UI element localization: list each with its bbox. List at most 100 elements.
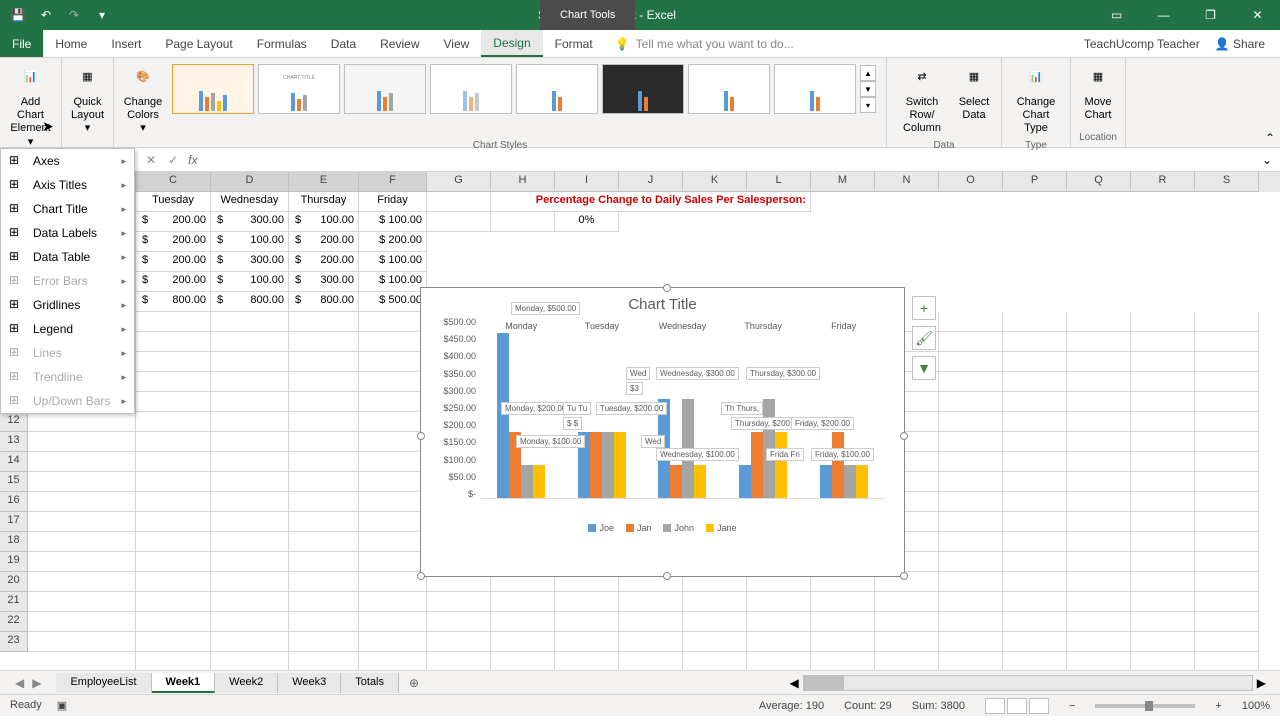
cell[interactable]: 200.00 xyxy=(136,252,211,272)
cell[interactable]: Friday xyxy=(359,192,427,212)
account-name[interactable]: TeachUcomp Teacher xyxy=(1084,37,1200,51)
cell[interactable]: 200.00 xyxy=(136,272,211,292)
menu-legend[interactable]: ⊞Legend▸ xyxy=(1,317,134,341)
switch-row-column-button[interactable]: ⇄ Switch Row/ Column xyxy=(893,60,951,138)
chart-title-text[interactable]: Chart Title xyxy=(421,288,904,317)
sheet-nav-next[interactable]: ▶ xyxy=(32,676,41,690)
bar[interactable] xyxy=(832,432,844,498)
cell[interactable]: 800.00 xyxy=(211,292,289,312)
tab-format[interactable]: Format xyxy=(543,30,605,57)
menu-chart-title[interactable]: ⊞Chart Title▸ xyxy=(1,197,134,221)
cell[interactable]: $ 100.00 xyxy=(359,272,427,292)
save-icon[interactable]: 💾 xyxy=(10,7,26,23)
embedded-chart[interactable]: + 🖌 ▼ Chart Title $500.00$450.00$400.00$… xyxy=(420,287,905,577)
menu-gridlines[interactable]: ⊞Gridlines▸ xyxy=(1,293,134,317)
zoom-in-button[interactable]: + xyxy=(1215,700,1221,712)
bar[interactable] xyxy=(739,465,751,498)
add-chart-element-button[interactable]: 📊 Add Chart Element ▾ xyxy=(6,60,55,151)
scroll-right-button[interactable]: ▶ xyxy=(1253,676,1270,690)
expand-formula-bar-icon[interactable]: ⌄ xyxy=(1254,153,1280,167)
cell[interactable]: Thursday xyxy=(289,192,359,212)
row-header[interactable]: 15 xyxy=(0,472,28,492)
change-colors-button[interactable]: 🎨 Change Colors ▾ xyxy=(120,60,166,138)
chart-handle[interactable] xyxy=(900,572,908,580)
sheet-tab-week1[interactable]: Week1 xyxy=(152,673,216,693)
cell[interactable]: 800.00 xyxy=(136,292,211,312)
worksheet-grid[interactable]: C D E F G H I J K L M N O P Q R S Tuesda… xyxy=(0,172,1280,670)
cancel-formula-icon[interactable]: ✕ xyxy=(140,153,162,167)
bar[interactable] xyxy=(590,432,602,498)
formula-input[interactable] xyxy=(201,148,1253,171)
chart-style-5[interactable] xyxy=(516,64,598,114)
col-header-h[interactable]: H xyxy=(491,172,555,192)
bar[interactable] xyxy=(670,465,682,498)
tab-formulas[interactable]: Formulas xyxy=(245,30,319,57)
bar-group[interactable] xyxy=(814,432,874,498)
col-header-k[interactable]: K xyxy=(683,172,747,192)
enter-formula-icon[interactable]: ✓ xyxy=(162,153,184,167)
menu-data-table[interactable]: ⊞Data Table▸ xyxy=(1,245,134,269)
sheet-nav-prev[interactable]: ◀ xyxy=(15,676,24,690)
sheet-tab-week3[interactable]: Week3 xyxy=(278,673,341,693)
menu-axis-titles[interactable]: ⊞Axis Titles▸ xyxy=(1,173,134,197)
percentage-label[interactable]: Percentage Change to Daily Sales Per Sal… xyxy=(491,192,811,212)
sheet-tab-week2[interactable]: Week2 xyxy=(215,673,278,693)
bar[interactable] xyxy=(844,465,856,498)
cell[interactable]: $ 200.00 xyxy=(359,232,427,252)
col-header-j[interactable]: J xyxy=(619,172,683,192)
select-data-button[interactable]: ▦ Select Data xyxy=(953,60,995,124)
cell[interactable]: $ 500.00 xyxy=(359,292,427,312)
col-header-o[interactable]: O xyxy=(939,172,1003,192)
tab-insert[interactable]: Insert xyxy=(99,30,153,57)
normal-view-button[interactable] xyxy=(985,698,1005,714)
bar[interactable] xyxy=(856,465,868,498)
cell[interactable]: 800.00 xyxy=(289,292,359,312)
col-header-d[interactable]: D xyxy=(211,172,289,192)
close-button[interactable]: ✕ xyxy=(1235,0,1280,30)
cell[interactable]: 200.00 xyxy=(289,252,359,272)
cell[interactable]: 300.00 xyxy=(211,212,289,232)
chart-handle[interactable] xyxy=(900,432,908,440)
macro-record-icon[interactable]: ▣ xyxy=(57,699,67,712)
fx-icon[interactable]: fx xyxy=(184,153,201,167)
chart-style-4[interactable] xyxy=(430,64,512,114)
chart-legend[interactable]: JoeJanJohnJane xyxy=(421,517,904,539)
chart-handle[interactable] xyxy=(663,572,671,580)
tab-design[interactable]: Design xyxy=(481,30,542,57)
redo-icon[interactable]: ↷ xyxy=(66,7,82,23)
ribbon-options-icon[interactable]: ▭ xyxy=(1094,0,1139,30)
legend-item[interactable]: Jan xyxy=(626,523,652,533)
sheet-tab-employeelist[interactable]: EmployeeList xyxy=(56,673,151,693)
col-header-p[interactable]: P xyxy=(1003,172,1067,192)
tab-page-layout[interactable]: Page Layout xyxy=(153,30,244,57)
menu-axes[interactable]: ⊞Axes▸ xyxy=(1,149,134,173)
col-header-m[interactable]: M xyxy=(811,172,875,192)
cell[interactable]: 100.00 xyxy=(289,212,359,232)
chart-handle[interactable] xyxy=(417,432,425,440)
change-chart-type-button[interactable]: 📊 Change Chart Type xyxy=(1008,60,1064,138)
col-header-q[interactable]: Q xyxy=(1067,172,1131,192)
tab-data[interactable]: Data xyxy=(319,30,368,57)
bar[interactable] xyxy=(614,432,626,498)
row-header[interactable]: 16 xyxy=(0,492,28,512)
legend-item[interactable]: John xyxy=(663,523,694,533)
zoom-slider[interactable] xyxy=(1095,704,1195,708)
col-header-f[interactable]: F xyxy=(359,172,427,192)
chart-style-6[interactable] xyxy=(602,64,684,114)
chart-style-2[interactable]: CHART TITLE xyxy=(258,64,340,114)
col-header-s[interactable]: S xyxy=(1195,172,1259,192)
cell[interactable]: Tuesday xyxy=(136,192,211,212)
undo-icon[interactable]: ↶ xyxy=(38,7,54,23)
chart-elements-button[interactable]: + xyxy=(912,296,936,320)
bar[interactable] xyxy=(521,465,533,498)
chart-plot-area[interactable]: $500.00$450.00$400.00$350.00$300.00$250.… xyxy=(481,317,884,517)
tab-home[interactable]: Home xyxy=(43,30,99,57)
cell[interactable]: Wednesday xyxy=(211,192,289,212)
legend-item[interactable]: Joe xyxy=(588,523,614,533)
row-header[interactable]: 12 xyxy=(0,412,28,432)
cell[interactable]: $ 100.00 xyxy=(359,252,427,272)
row-header[interactable]: 22 xyxy=(0,612,28,632)
cell[interactable]: 100.00 xyxy=(211,272,289,292)
row-header[interactable]: 17 xyxy=(0,512,28,532)
cell[interactable]: 200.00 xyxy=(289,232,359,252)
